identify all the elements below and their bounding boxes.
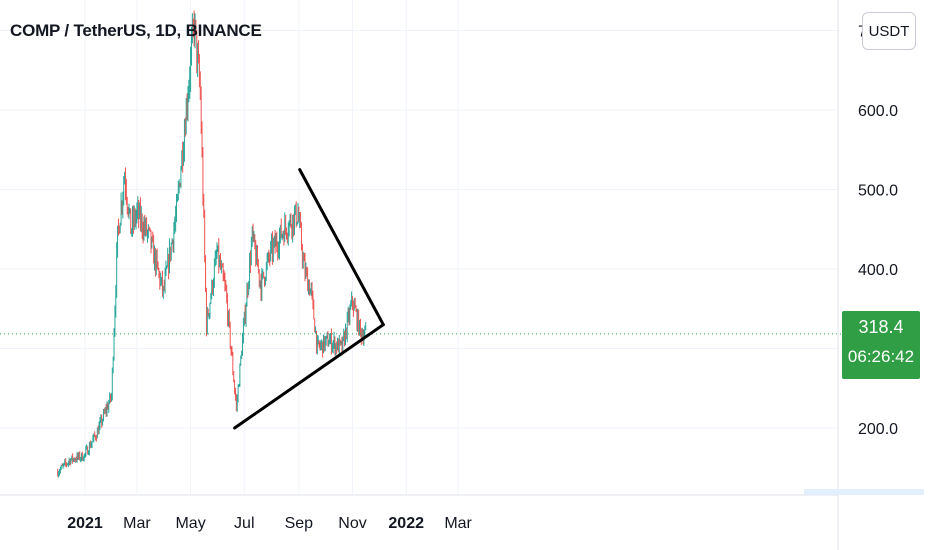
support-trendline xyxy=(233,323,385,430)
last-price-value: 318.4 xyxy=(858,317,904,337)
resistance-trendline xyxy=(298,168,385,327)
last-price-tag: 318.4 06:26:42 xyxy=(842,311,920,379)
currency-unit-button[interactable]: USDT xyxy=(862,12,916,50)
y-tick-label: 500.0 xyxy=(858,183,898,200)
x-tick-label: 2021 xyxy=(67,515,103,532)
x-tick-label: Sep xyxy=(285,515,314,532)
y-tick-label: 200.0 xyxy=(858,421,898,438)
x-tick-label: May xyxy=(175,515,205,532)
x-tick-label: Nov xyxy=(338,515,366,532)
bar-countdown-timer: 06:26:42 xyxy=(847,347,915,366)
chart-title: COMP / TetherUS, 1D, BINANCE xyxy=(10,21,262,40)
y-tick-label: 600.0 xyxy=(858,103,898,120)
x-tick-label: Mar xyxy=(444,515,472,532)
x-tick-label: Mar xyxy=(123,515,151,532)
x-tick-label: Jul xyxy=(234,515,254,532)
x-tick-label: 2022 xyxy=(388,515,424,532)
y-tick-label: 400.0 xyxy=(858,262,898,279)
scroll-handle xyxy=(804,489,924,495)
